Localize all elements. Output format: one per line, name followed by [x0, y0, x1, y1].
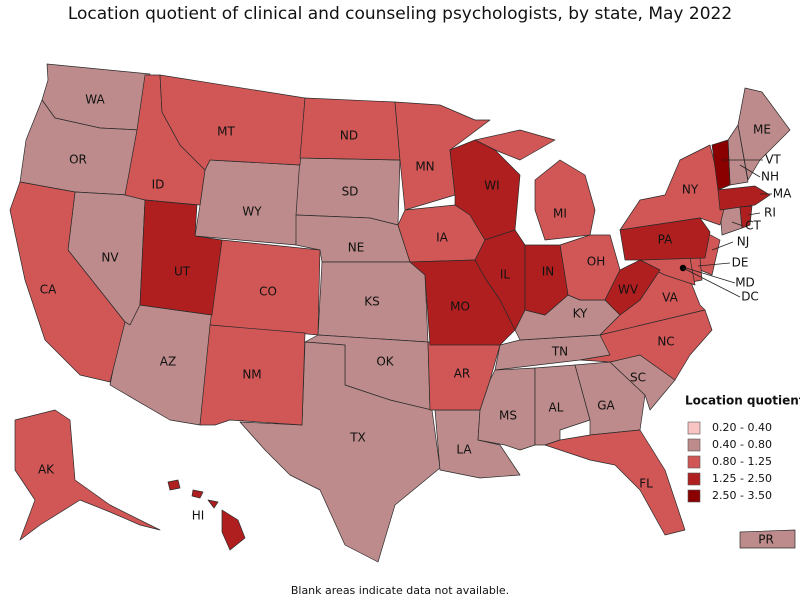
state-shape: [717, 185, 771, 211]
legend-swatch: [687, 421, 701, 435]
state-label: FL: [639, 477, 653, 491]
legend-swatch: [687, 455, 701, 469]
state-label: NE: [348, 241, 365, 255]
state-label: WI: [484, 179, 499, 193]
states: [9, 63, 796, 563]
state-label: VT: [765, 153, 781, 167]
state-label: WA: [85, 93, 105, 107]
state-label: PA: [658, 233, 673, 247]
leader-line: [685, 267, 736, 284]
state-label: VA: [662, 291, 678, 305]
legend-swatch: [687, 489, 701, 503]
state-label: GA: [597, 399, 615, 413]
state-label: HI: [192, 509, 205, 523]
state-label: MN: [415, 160, 434, 174]
state-shape: [199, 324, 306, 426]
state-label: KY: [573, 307, 588, 321]
legend-title: Location quotient: [685, 394, 800, 408]
state-label: MA: [773, 187, 792, 201]
state-label: OR: [69, 153, 87, 167]
legend-swatch: [687, 472, 701, 486]
state-label: CT: [745, 219, 761, 233]
state-shape: [409, 259, 516, 346]
map-title: Location quotient of clinical and counse…: [68, 4, 732, 24]
state-label: NV: [101, 251, 119, 265]
state-shape: [739, 529, 796, 549]
state-label: NY: [682, 183, 699, 197]
state-label: MS: [499, 409, 517, 423]
state-label: OH: [587, 255, 605, 269]
leader-line: [731, 221, 744, 227]
state-label: IN: [542, 265, 555, 279]
state-label: NH: [761, 170, 779, 184]
state-shape: [9, 181, 126, 383]
state-shape: [167, 479, 246, 551]
leader-line: [697, 262, 731, 267]
state-label: MI: [553, 207, 567, 221]
state-label: AK: [38, 463, 55, 477]
state-label: WV: [618, 283, 639, 297]
state-label: OK: [376, 355, 394, 369]
state-label: DC: [741, 290, 759, 304]
state-label: WY: [242, 205, 262, 219]
state-shape: [14, 409, 161, 541]
state-label: AL: [549, 401, 564, 415]
state-label: MD: [735, 276, 755, 290]
state-label: NJ: [737, 235, 750, 249]
legend-label: 1.25 - 2.50: [712, 472, 772, 485]
legend-label: 2.50 - 3.50: [712, 489, 772, 502]
state-shape: [619, 144, 726, 231]
state-label: ID: [152, 178, 165, 192]
legend-label: 0.20 - 0.40: [712, 421, 772, 434]
state-shape: [317, 261, 429, 343]
state-shape: [524, 244, 569, 316]
state-label: TX: [349, 431, 366, 445]
state-labels: WA OR NV AZ WY SD NE KS OK TX LA MS AL GA SC TN KY ME NH CT…: [38, 93, 792, 547]
state-label: MT: [217, 125, 235, 139]
state-label: TN: [551, 345, 568, 359]
state-shape: [544, 429, 686, 536]
state-label: SC: [630, 371, 646, 385]
state-label: AR: [454, 367, 471, 381]
state-label: AZ: [160, 355, 176, 369]
legend-label: 0.80 - 1.25: [712, 455, 772, 468]
legend-swatch: [687, 438, 701, 452]
state-label: CO: [259, 285, 277, 299]
state-label: DE: [732, 256, 749, 270]
state-shape: [739, 205, 753, 229]
state-label: UT: [174, 265, 191, 279]
state-label: LA: [456, 443, 472, 457]
note: Blank areas indicate data not available.: [291, 584, 509, 597]
state-label: IA: [436, 231, 449, 245]
state-shape: [239, 341, 441, 563]
state-label: ME: [753, 123, 771, 137]
state-label: SD: [342, 185, 359, 199]
state-label: MO: [450, 300, 470, 314]
state-label: ND: [340, 129, 358, 143]
state-shape: [619, 217, 711, 261]
state-label: IL: [500, 268, 511, 282]
state-label: PR: [758, 533, 774, 547]
leader-line: [682, 267, 741, 298]
leader-line: [711, 241, 734, 251]
state-label: CA: [40, 283, 57, 297]
state-shape: [711, 139, 731, 191]
leader-line: [739, 164, 761, 178]
state-label: RI: [764, 206, 776, 220]
state-shape: [604, 259, 661, 316]
state-shape: [139, 199, 223, 316]
state-label: NC: [657, 335, 674, 349]
legend-label: 0.40 - 0.80: [712, 438, 772, 451]
leader-line: [747, 212, 761, 216]
legend: Location quotient 0.20 - 0.40 0.40 - 0.80…: [685, 394, 800, 503]
state-shape: [579, 309, 713, 381]
state-label: NM: [242, 368, 261, 382]
state-shape: [194, 159, 301, 246]
state-label: KS: [364, 295, 380, 309]
